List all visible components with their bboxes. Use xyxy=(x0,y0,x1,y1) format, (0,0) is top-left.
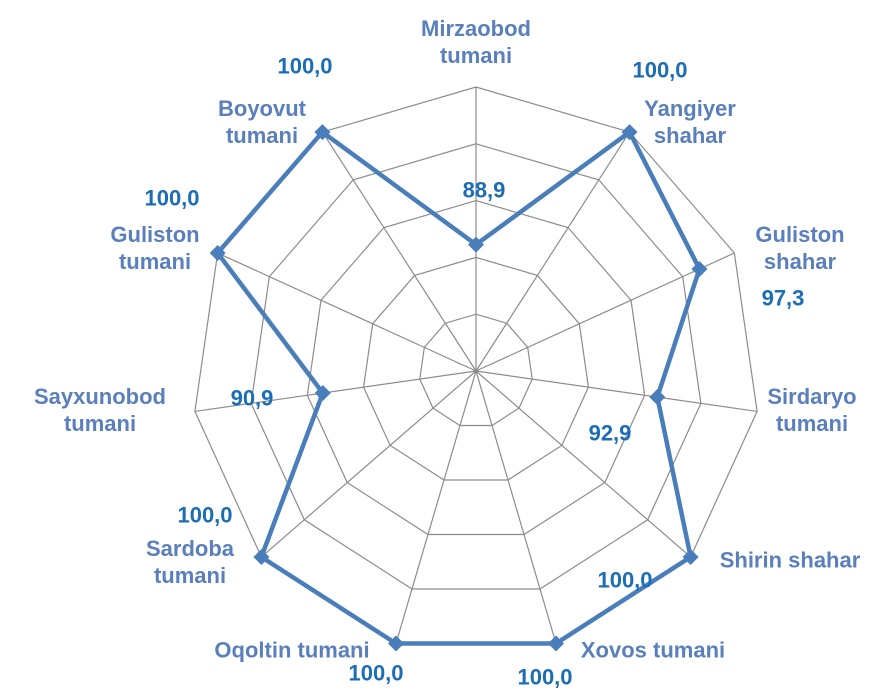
spoke xyxy=(475,370,557,644)
value-label: 100,0 xyxy=(348,660,404,686)
data-line xyxy=(215,129,702,646)
category-label: Yangiyer shahar xyxy=(644,96,736,148)
value-label: 100,0 xyxy=(517,664,573,690)
grid-ring xyxy=(362,256,590,481)
data-marker xyxy=(314,385,331,402)
value-label: 100,0 xyxy=(597,567,653,593)
data-marker xyxy=(621,124,638,141)
value-label: 92,9 xyxy=(588,420,632,446)
spoke xyxy=(475,131,631,372)
value-label: 90,9 xyxy=(230,385,274,411)
spoke xyxy=(475,252,735,372)
value-label: 100,0 xyxy=(632,57,688,83)
category-label: Oqoltin tumani xyxy=(214,637,370,663)
data-marker xyxy=(548,635,565,652)
value-label: 97,3 xyxy=(761,285,805,311)
data-marker xyxy=(209,245,226,262)
grid-ring xyxy=(250,143,702,590)
category-label: Guliston shahar xyxy=(755,222,845,274)
category-label: Boyovut tumani xyxy=(218,96,306,148)
category-label: Xovos tumani xyxy=(580,637,726,663)
value-label: 100,0 xyxy=(177,502,233,528)
data-marker xyxy=(468,236,484,253)
data-marker xyxy=(649,389,666,406)
spoke xyxy=(395,370,477,644)
grid-ring xyxy=(419,313,533,427)
spoke xyxy=(194,370,477,413)
value-label: 100,0 xyxy=(144,185,200,211)
category-label: Sardoba tumani xyxy=(145,536,235,588)
grid-ring xyxy=(306,199,646,536)
spoke xyxy=(260,370,477,558)
category-label: Shirin shahar xyxy=(719,547,861,573)
data-marker xyxy=(691,260,708,277)
data-marker xyxy=(682,548,699,565)
value-label: 88,9 xyxy=(462,177,506,203)
spoke xyxy=(321,131,477,372)
value-label: 100,0 xyxy=(277,53,333,79)
spoke xyxy=(475,370,692,558)
category-label: Mirzaobod tumani xyxy=(421,16,531,68)
data-marker xyxy=(314,124,331,141)
category-label: Sayxunobod tumani xyxy=(33,384,166,436)
category-label: Guliston tumani xyxy=(110,222,200,274)
spoke xyxy=(475,370,758,413)
spoke xyxy=(217,252,477,372)
category-label: Sirdaryo tumani xyxy=(767,384,857,436)
data-marker xyxy=(253,548,270,565)
data-marker xyxy=(387,635,404,652)
